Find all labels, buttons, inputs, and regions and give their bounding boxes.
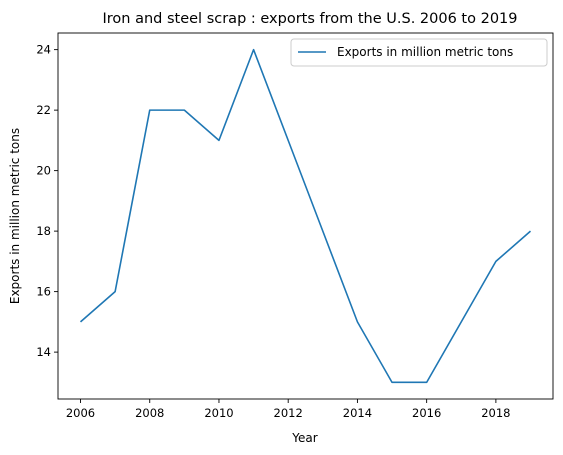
x-tick-label: 2010	[204, 406, 233, 420]
y-tick-label: 24	[36, 43, 51, 57]
x-tick-label: 2008	[135, 406, 164, 420]
legend-label: Exports in million metric tons	[337, 45, 513, 59]
x-tick-label: 2012	[274, 406, 303, 420]
x-tick-label: 2006	[66, 406, 95, 420]
legend-box	[290, 38, 548, 67]
legend: Exports in million metric tons	[290, 38, 548, 67]
x-axis-label: Year	[291, 431, 317, 445]
plot-frame	[57, 32, 554, 400]
y-axis: 14 16 18 20 22 24	[36, 43, 58, 359]
y-tick-label: 16	[36, 285, 51, 299]
series-line	[79, 48, 532, 384]
x-tick-label: 2018	[481, 406, 510, 420]
y-tick-label: 22	[36, 103, 51, 117]
y-tick-label: 18	[36, 224, 51, 238]
x-tick-label: 2016	[412, 406, 441, 420]
plot-area	[57, 32, 554, 400]
x-tick-label: 2014	[343, 406, 372, 420]
y-tick-label: 20	[36, 164, 51, 178]
y-axis-label: Exports in million metric tons	[8, 128, 22, 304]
chart-title: Iron and steel scrap : exports from the …	[103, 11, 518, 27]
x-axis: 2006 2008 2010 2012 2014 2016 2018	[66, 399, 511, 420]
y-tick-label: 14	[36, 345, 51, 359]
